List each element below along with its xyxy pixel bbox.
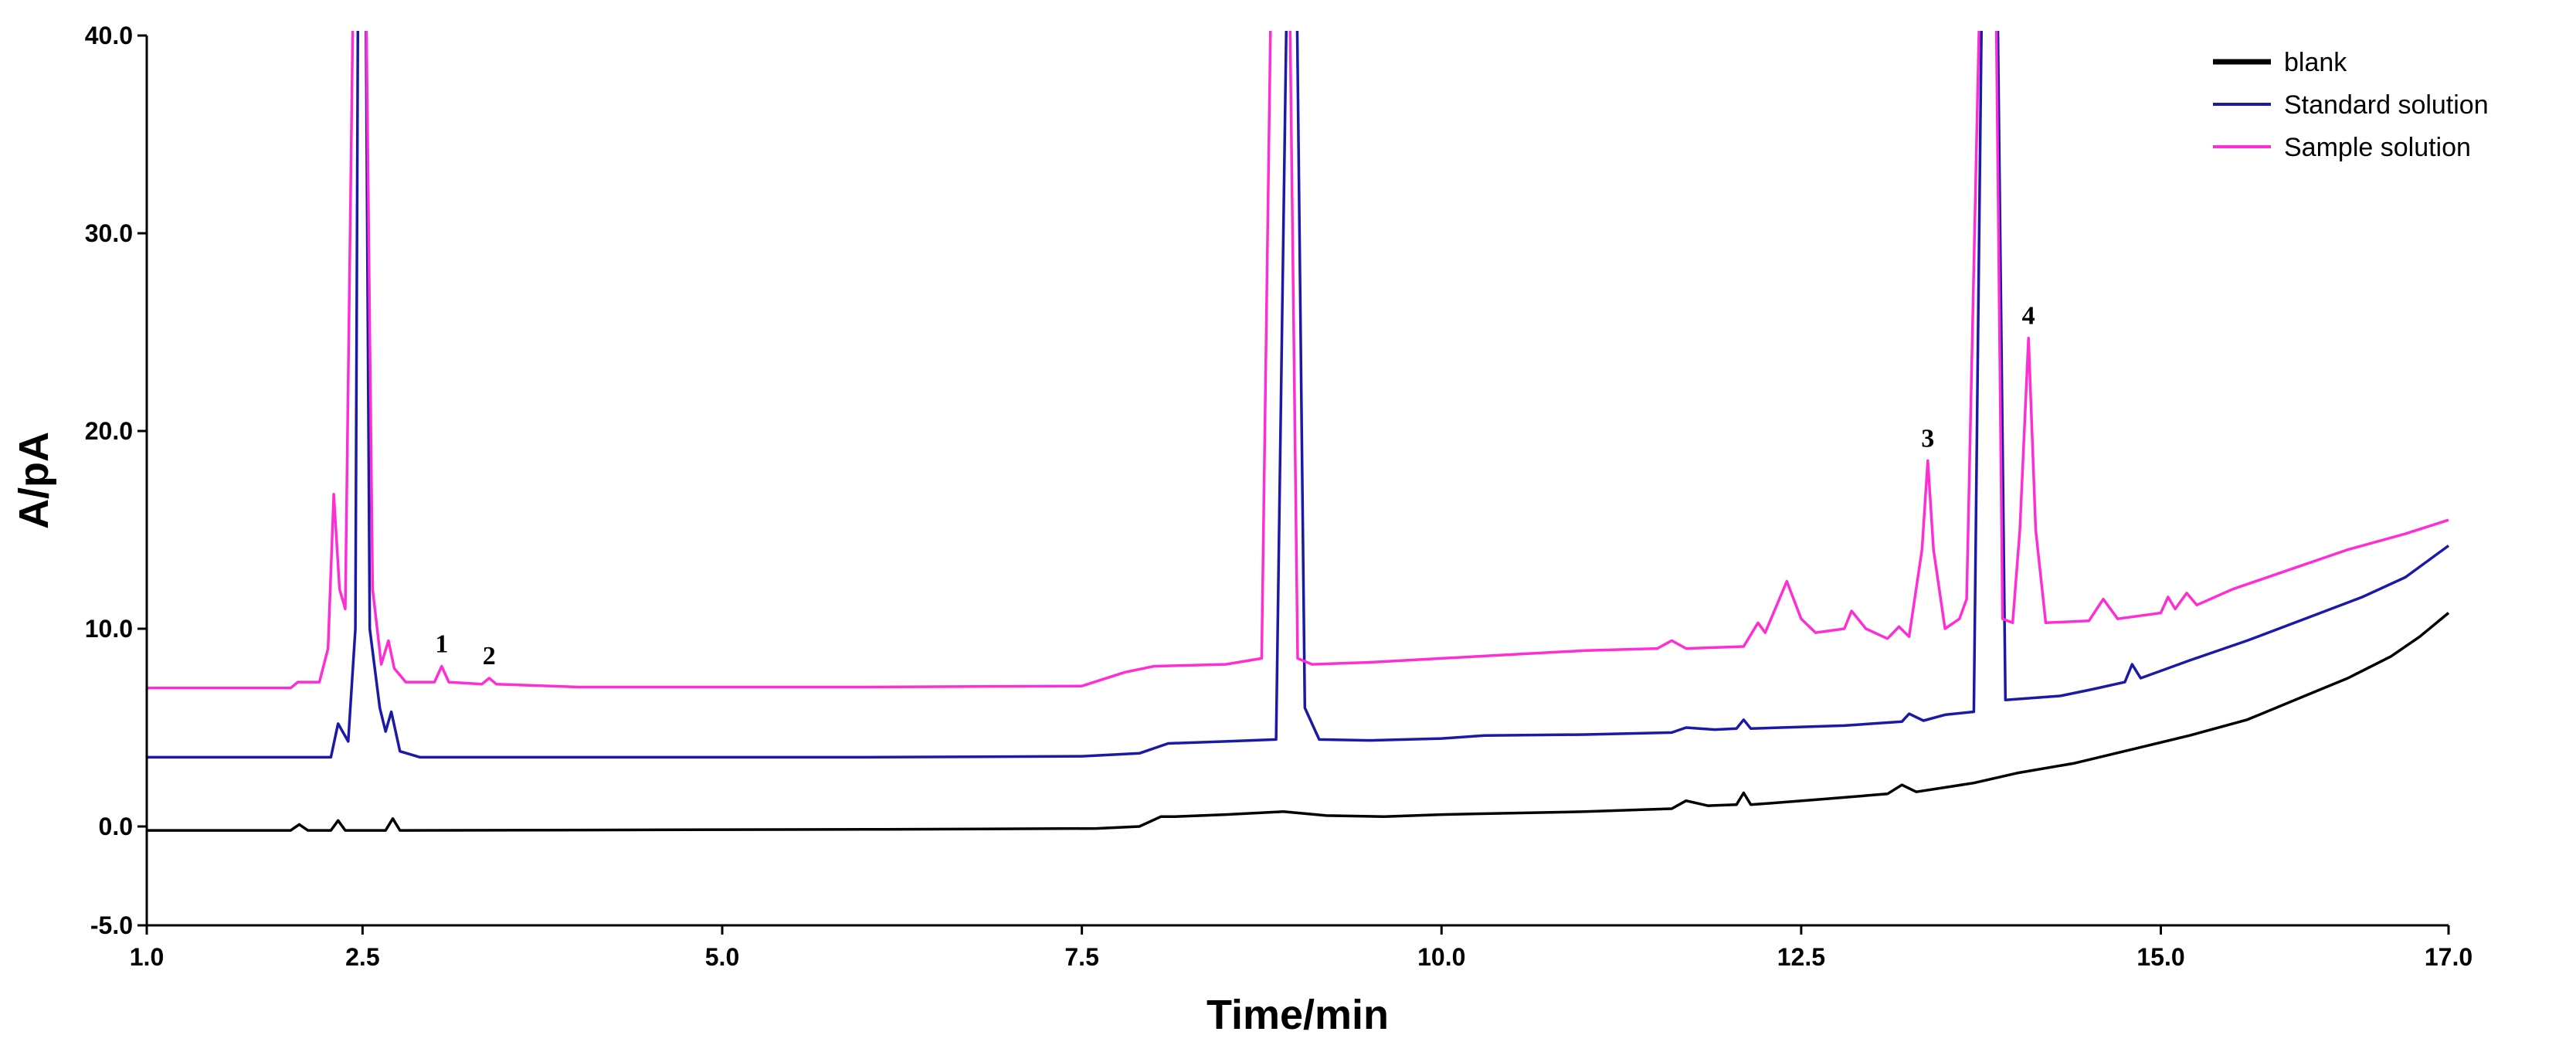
x-tick-label: 2.5 bbox=[345, 943, 379, 971]
series-layer bbox=[147, 31, 2450, 832]
legend-label: blank bbox=[2284, 48, 2347, 77]
x-tick-label: 15.0 bbox=[2136, 943, 2184, 971]
x-tick-label: 7.5 bbox=[1064, 943, 1098, 971]
series-line-1 bbox=[147, 31, 2450, 759]
peak-label: 3 bbox=[1921, 424, 1934, 453]
axes bbox=[145, 36, 2449, 927]
x-tick-label: 1.0 bbox=[130, 943, 164, 971]
legend: blank Standard solution Sample solution bbox=[2213, 48, 2489, 162]
series-line-0 bbox=[147, 612, 2450, 832]
x-ticks: 1.0 2.5 5.0 7.5 10.0 12.5 15.0 17.0 bbox=[130, 925, 2472, 971]
y-tick-label: 0.0 bbox=[99, 813, 133, 840]
legend-label: Sample solution bbox=[2284, 133, 2471, 162]
legend-label: Standard solution bbox=[2284, 90, 2489, 120]
peak-label: 2 bbox=[483, 642, 496, 670]
x-tick-label: 17.0 bbox=[2425, 943, 2472, 971]
y-tick-label: 40.0 bbox=[85, 22, 133, 49]
x-tick-label: 10.0 bbox=[1417, 943, 1465, 971]
y-axis-title: A/pA bbox=[11, 432, 57, 529]
x-tick-label: 12.5 bbox=[1777, 943, 1825, 971]
peak-label: 1 bbox=[435, 630, 448, 659]
x-axis-title: Time/min bbox=[1207, 992, 1389, 1038]
series-line-2 bbox=[147, 31, 2449, 690]
y-ticks: -5.0 0.0 10.0 20.0 30.0 40.0 bbox=[85, 22, 147, 939]
peak-labels: 1 2 3 4 bbox=[435, 302, 2035, 670]
x-tick-label: 5.0 bbox=[705, 943, 739, 971]
y-tick-label: 20.0 bbox=[85, 417, 133, 445]
y-tick-label: -5.0 bbox=[90, 911, 133, 939]
y-tick-label: 10.0 bbox=[85, 615, 133, 643]
y-tick-label: 30.0 bbox=[85, 219, 133, 247]
peak-label: 4 bbox=[2022, 302, 2035, 331]
